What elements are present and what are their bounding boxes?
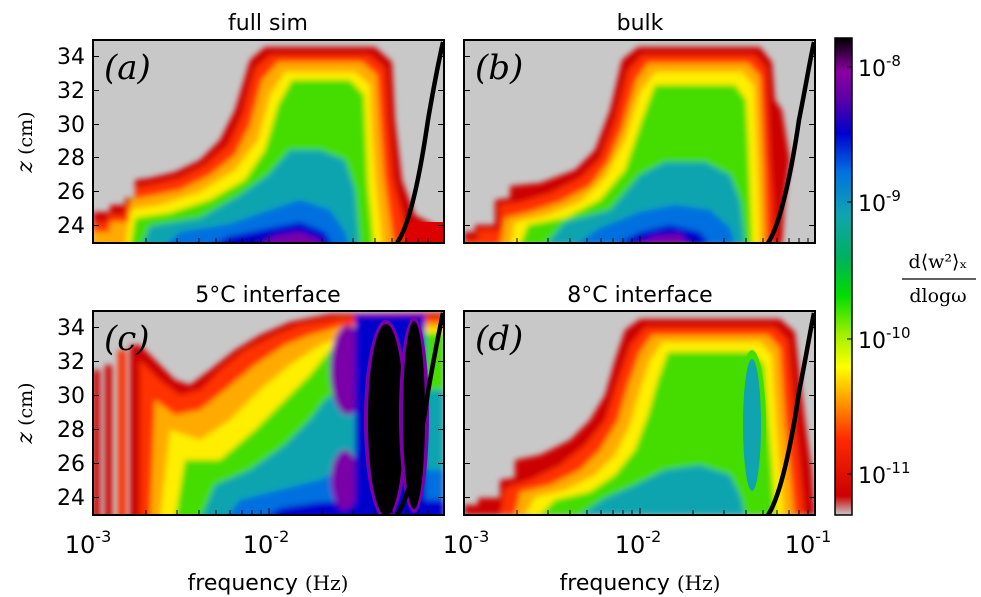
y-tick-label: 24 (57, 214, 85, 239)
y-tick-label: 26 (57, 452, 85, 477)
x-tick-label: 10-2 (615, 527, 662, 559)
panel-d-frame (463, 310, 816, 516)
y-tick-label: 34 (57, 316, 85, 341)
y-tick-label: 26 (57, 180, 85, 205)
panel-c-cutoff-curve (395, 312, 444, 515)
panel-c-x-axis-label: frequency (Hz) (188, 571, 349, 596)
panel-a-frame (92, 39, 445, 244)
panel-b-label: (b) (475, 48, 523, 88)
panel-a-y-tick-labels: 24 26 28 30 32 34 (57, 45, 85, 239)
panel-c-y-tick-labels: 24 26 28 30 32 34 (57, 316, 85, 511)
x-tick-label: 10-2 (243, 527, 290, 559)
colorbar-gradient (834, 37, 853, 516)
panel-c-x-tick-labels: 10-3 10-2 (65, 527, 290, 559)
x-tick-label: 10-3 (65, 527, 112, 559)
panel-b: bulk (b) (463, 11, 816, 244)
y-tick-label: 30 (57, 384, 85, 409)
panel-c-frame (92, 310, 445, 516)
colorbar-tick-labels: 10-8 10-9 10-10 10-11 (858, 52, 911, 489)
y-tick-label: 30 (57, 113, 85, 138)
panel-d-x-axis-label: frequency (Hz) (560, 571, 721, 596)
panel-a: full sim (a) 24 26 28 30 32 34 z (cm) (13, 11, 445, 244)
panel-a-cutoff-curve (395, 41, 444, 243)
colorbar-ticks (847, 66, 852, 475)
colorbar-label: d⟨w²⟩ₓ dlogω (902, 251, 976, 307)
y-tick-label: 28 (57, 418, 85, 443)
y-tick-label: 28 (57, 146, 85, 171)
panel-a-y-axis-label: z (cm) (13, 111, 38, 173)
x-tick-label: 10-3 (443, 527, 490, 559)
panel-b-frame (463, 39, 816, 244)
colorbar-tick-label: 10-11 (858, 459, 911, 489)
panel-c-label: (c) (104, 319, 150, 359)
panel-d-title: 8°C interface (567, 283, 712, 308)
y-tick-label: 34 (57, 45, 85, 70)
colorbar: 10-8 10-9 10-10 10-11 d⟨w²⟩ₓ dlogω (834, 37, 976, 516)
panel-d-cutoff-curve (766, 312, 815, 515)
panel-c: 5°C interface (c) 24 26 28 30 32 34 z (c… (13, 283, 445, 596)
panel-d-heatmap (464, 319, 815, 515)
panel-a-ticks (93, 56, 444, 243)
panel-a-heatmap (93, 47, 444, 243)
colorbar-tick-label: 10-8 (858, 52, 901, 82)
colorbar-tick-label: 10-9 (858, 187, 901, 217)
panel-b-cutoff-curve (766, 41, 815, 243)
y-tick-label: 24 (57, 486, 85, 511)
panel-a-title: full sim (228, 11, 308, 36)
panel-d-label: (d) (475, 319, 523, 359)
panel-d: 8°C interface (d) 10-3 10-2 10-1 frequen… (443, 283, 832, 596)
x-tick-label: 10-1 (785, 527, 832, 559)
colorbar-label-numerator: d⟨w²⟩ₓ (909, 251, 968, 273)
panel-d-x-tick-labels: 10-3 10-2 10-1 (443, 527, 832, 559)
panel-a-label: (a) (104, 48, 151, 88)
y-tick-label: 32 (57, 79, 85, 104)
panel-c-title: 5°C interface (195, 283, 340, 308)
panel-c-heatmap (93, 313, 444, 515)
y-tick-label: 32 (57, 350, 85, 375)
colorbar-tick-label: 10-10 (858, 324, 911, 354)
panel-b-title: bulk (617, 11, 664, 36)
panel-c-y-axis-label: z (cm) (13, 382, 38, 444)
colorbar-label-denominator: dlogω (909, 285, 966, 307)
panel-b-heatmap (464, 47, 790, 243)
